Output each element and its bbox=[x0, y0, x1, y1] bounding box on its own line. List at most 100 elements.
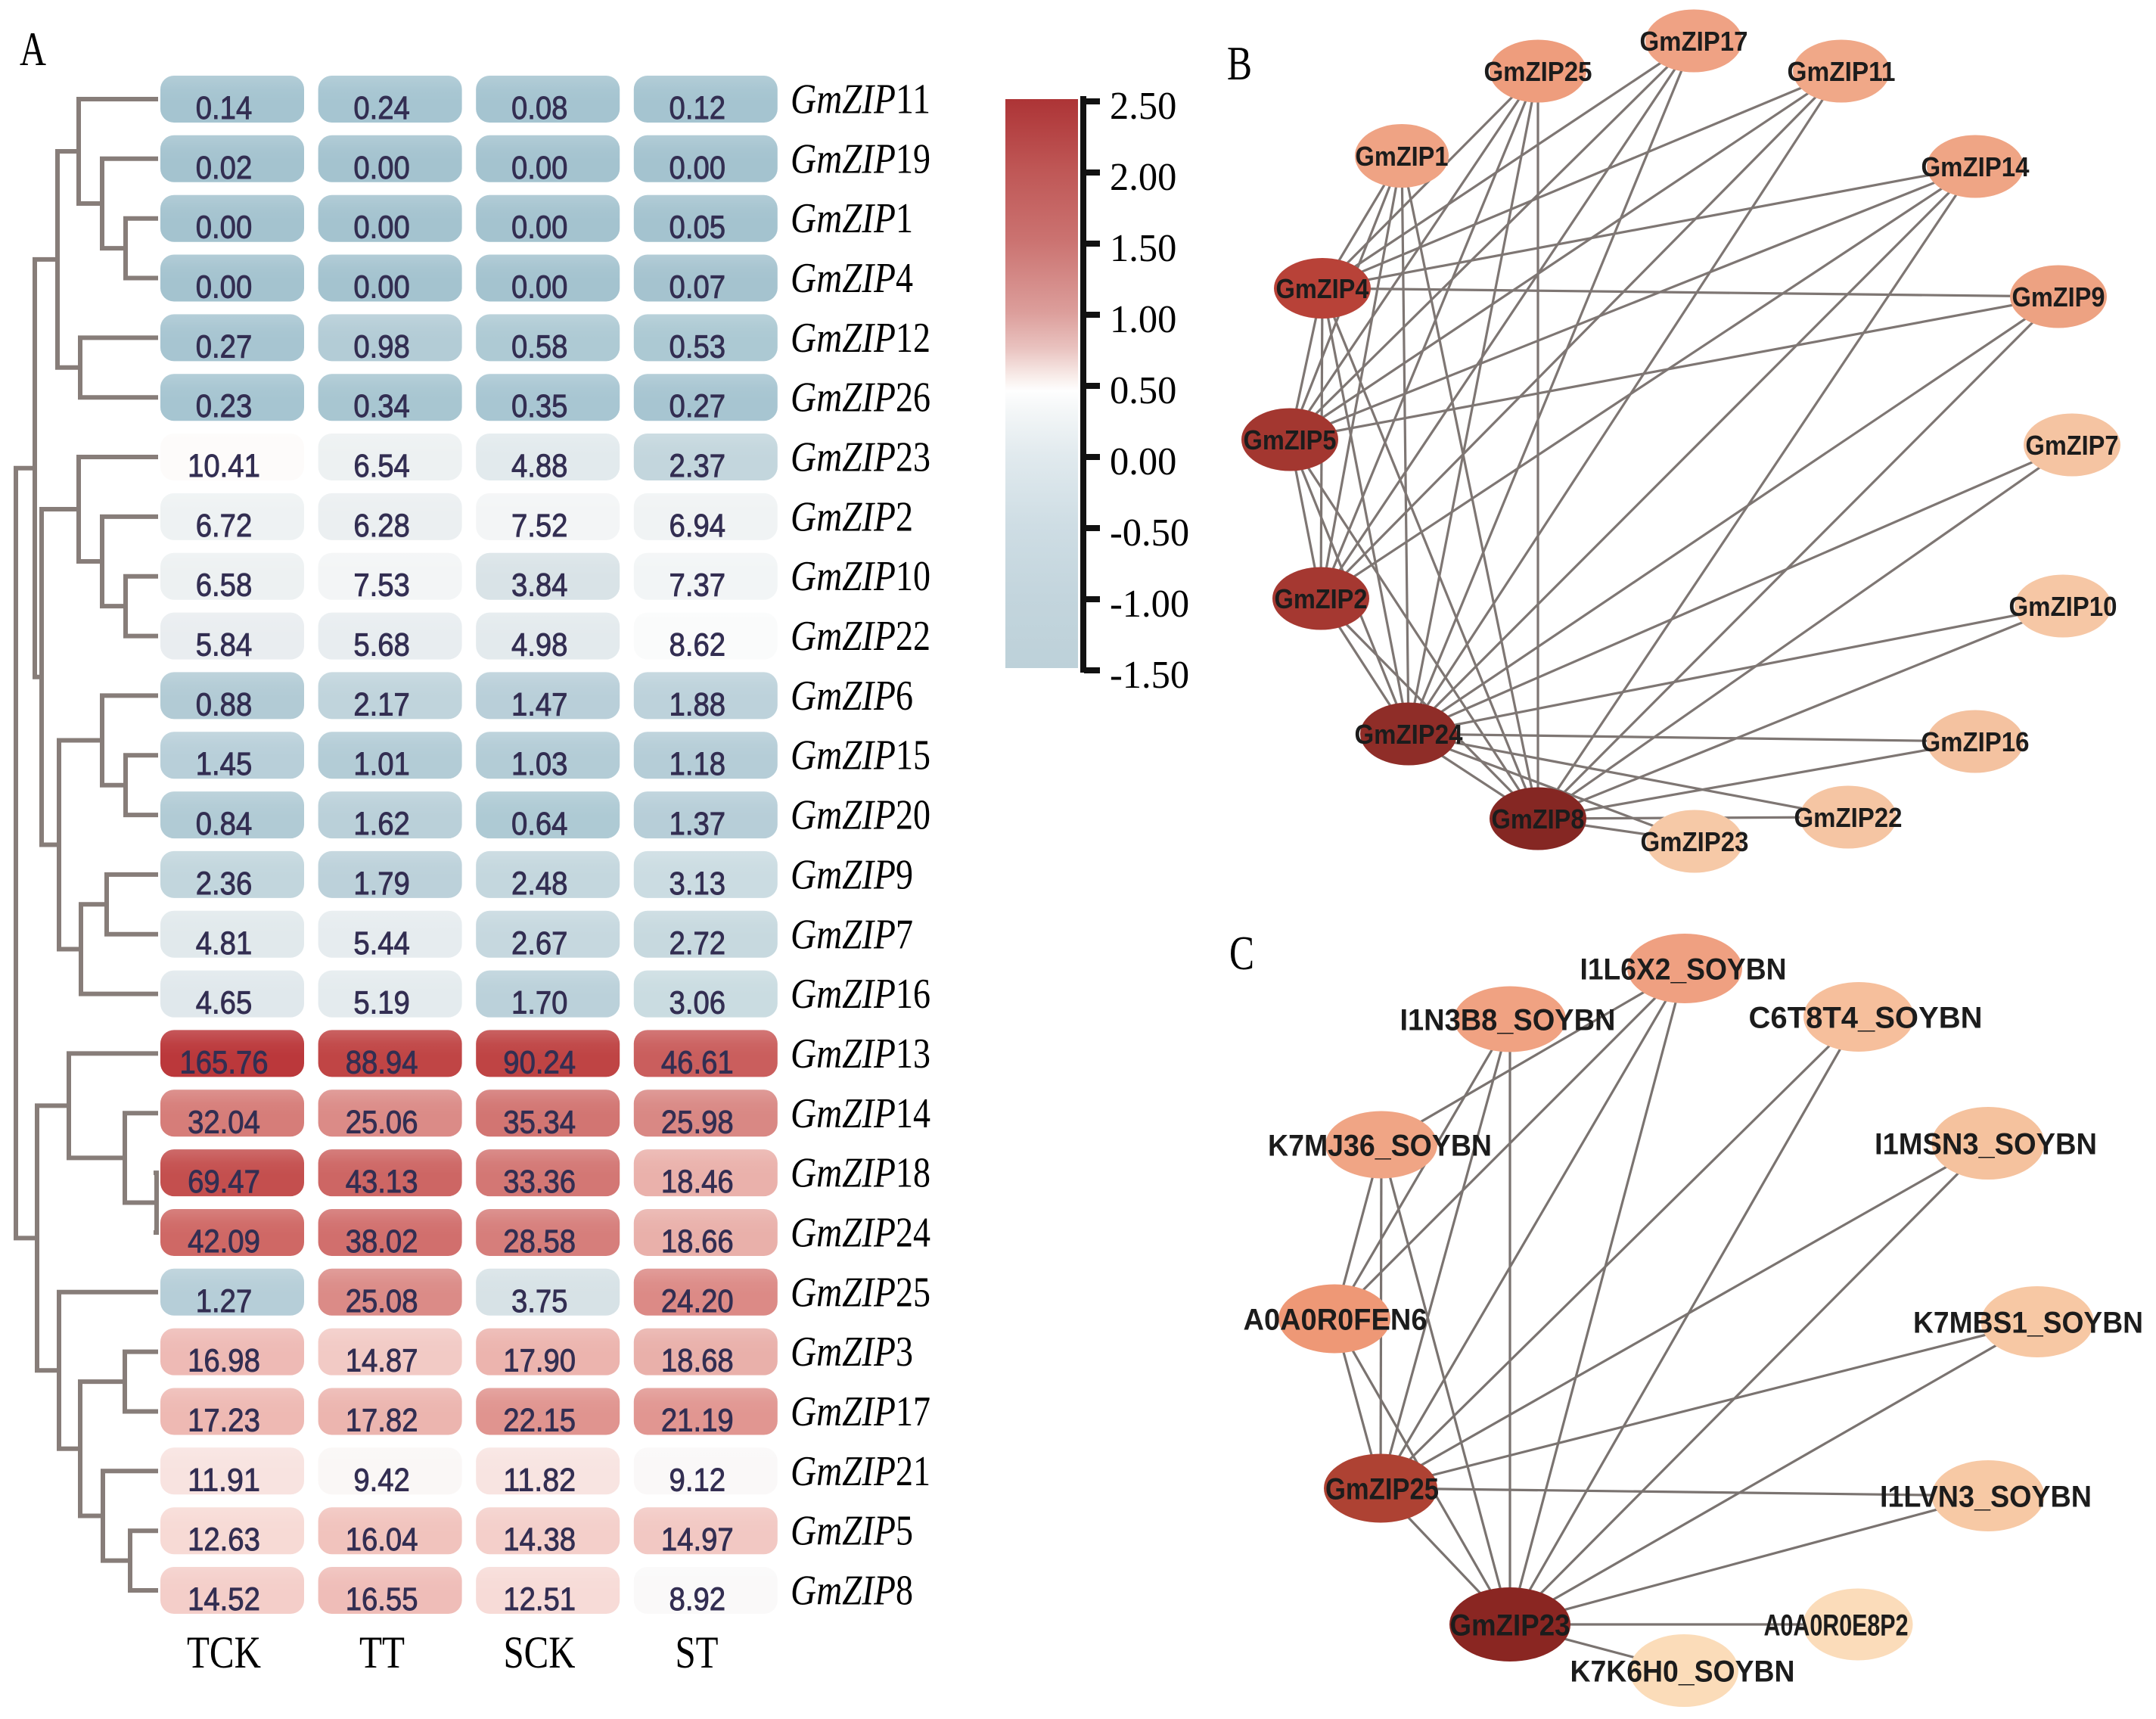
svg-text:25.06: 25.06 bbox=[346, 1104, 418, 1140]
svg-text:6.28: 6.28 bbox=[353, 508, 410, 544]
svg-text:K7MBS1_SOYBN: K7MBS1_SOYBN bbox=[1913, 1306, 2143, 1339]
svg-text:0.12: 0.12 bbox=[669, 90, 726, 126]
svg-text:14.52: 14.52 bbox=[188, 1581, 260, 1618]
svg-text:43.13: 43.13 bbox=[346, 1164, 418, 1200]
svg-text:GmZIP22: GmZIP22 bbox=[791, 613, 930, 660]
svg-text:1.47: 1.47 bbox=[511, 686, 568, 723]
svg-text:14.38: 14.38 bbox=[503, 1522, 576, 1558]
svg-text:-1.00: -1.00 bbox=[1110, 583, 1189, 626]
svg-text:0.53: 0.53 bbox=[669, 328, 726, 365]
svg-text:GmZIP24: GmZIP24 bbox=[1355, 719, 1463, 750]
svg-text:17.82: 17.82 bbox=[346, 1403, 418, 1439]
svg-text:2.48: 2.48 bbox=[511, 866, 568, 902]
svg-text:3.13: 3.13 bbox=[669, 866, 726, 902]
svg-text:1.70: 1.70 bbox=[511, 985, 568, 1021]
svg-text:GmZIP8: GmZIP8 bbox=[791, 1568, 913, 1615]
svg-text:10.41: 10.41 bbox=[188, 448, 260, 484]
svg-text:28.58: 28.58 bbox=[503, 1223, 576, 1260]
svg-text:32.04: 32.04 bbox=[188, 1104, 260, 1140]
svg-text:0.98: 0.98 bbox=[353, 328, 410, 365]
svg-text:18.68: 18.68 bbox=[661, 1343, 734, 1379]
svg-text:90.24: 90.24 bbox=[503, 1044, 576, 1080]
svg-text:11.82: 11.82 bbox=[503, 1462, 576, 1498]
svg-text:GmZIP18: GmZIP18 bbox=[791, 1150, 930, 1197]
svg-text:-0.50: -0.50 bbox=[1110, 511, 1189, 555]
svg-text:GmZIP1: GmZIP1 bbox=[791, 195, 913, 242]
svg-text:2.00: 2.00 bbox=[1110, 156, 1176, 199]
svg-text:14.87: 14.87 bbox=[346, 1343, 418, 1379]
svg-text:0.08: 0.08 bbox=[511, 90, 568, 126]
svg-text:K7MJ36_SOYBN: K7MJ36_SOYBN bbox=[1268, 1129, 1492, 1162]
svg-text:17.23: 17.23 bbox=[188, 1403, 260, 1439]
svg-text:ST: ST bbox=[676, 1627, 719, 1677]
svg-text:0.64: 0.64 bbox=[511, 806, 568, 842]
svg-text:33.36: 33.36 bbox=[503, 1164, 576, 1200]
svg-text:69.47: 69.47 bbox=[188, 1164, 260, 1200]
svg-text:0.88: 0.88 bbox=[196, 686, 253, 723]
svg-text:11.91: 11.91 bbox=[188, 1462, 260, 1498]
svg-text:1.27: 1.27 bbox=[196, 1283, 253, 1320]
svg-text:35.34: 35.34 bbox=[503, 1104, 576, 1140]
svg-text:6.58: 6.58 bbox=[196, 567, 253, 604]
svg-text:2.37: 2.37 bbox=[669, 448, 726, 484]
svg-text:6.72: 6.72 bbox=[196, 508, 253, 544]
svg-text:GmZIP11: GmZIP11 bbox=[791, 76, 930, 123]
svg-text:GmZIP6: GmZIP6 bbox=[791, 673, 913, 720]
svg-text:1.79: 1.79 bbox=[353, 866, 410, 902]
svg-text:GmZIP24: GmZIP24 bbox=[791, 1210, 930, 1257]
svg-text:GmZIP14: GmZIP14 bbox=[791, 1090, 930, 1137]
svg-text:GmZIP16: GmZIP16 bbox=[1921, 726, 2030, 757]
svg-text:5.44: 5.44 bbox=[353, 925, 410, 962]
svg-text:GmZIP15: GmZIP15 bbox=[791, 732, 930, 779]
svg-text:2.67: 2.67 bbox=[511, 925, 568, 962]
svg-text:16.98: 16.98 bbox=[188, 1343, 260, 1379]
svg-text:0.02: 0.02 bbox=[196, 150, 253, 186]
svg-text:-1.50: -1.50 bbox=[1110, 654, 1189, 697]
svg-text:GmZIP20: GmZIP20 bbox=[791, 792, 930, 839]
svg-text:GmZIP26: GmZIP26 bbox=[791, 375, 930, 421]
svg-text:0.00: 0.00 bbox=[196, 269, 253, 306]
svg-text:GmZIP10: GmZIP10 bbox=[2009, 591, 2117, 622]
svg-text:GmZIP2: GmZIP2 bbox=[1275, 583, 1368, 614]
svg-text:1.45: 1.45 bbox=[196, 746, 253, 782]
svg-text:A: A bbox=[20, 22, 46, 76]
svg-text:I1LVN3_SOYBN: I1LVN3_SOYBN bbox=[1880, 1480, 2092, 1513]
svg-text:4.81: 4.81 bbox=[196, 925, 253, 962]
svg-text:8.92: 8.92 bbox=[669, 1581, 726, 1618]
svg-text:GmZIP25: GmZIP25 bbox=[791, 1269, 930, 1316]
svg-text:9.42: 9.42 bbox=[353, 1462, 410, 1498]
svg-text:GmZIP8: GmZIP8 bbox=[1492, 804, 1585, 835]
svg-text:1.00: 1.00 bbox=[1110, 298, 1176, 341]
svg-text:GmZIP17: GmZIP17 bbox=[791, 1388, 930, 1435]
svg-text:0.24: 0.24 bbox=[353, 90, 410, 126]
svg-text:42.09: 42.09 bbox=[188, 1223, 260, 1260]
svg-text:8.62: 8.62 bbox=[669, 627, 726, 664]
svg-text:GmZIP14: GmZIP14 bbox=[1921, 151, 2030, 182]
svg-text:0.14: 0.14 bbox=[196, 90, 253, 126]
svg-text:B: B bbox=[1227, 36, 1252, 90]
svg-text:0.50: 0.50 bbox=[1110, 369, 1176, 412]
svg-text:1.03: 1.03 bbox=[511, 746, 568, 782]
svg-text:GmZIP23: GmZIP23 bbox=[1641, 826, 1749, 857]
svg-text:0.35: 0.35 bbox=[511, 388, 568, 424]
svg-text:TCK: TCK bbox=[187, 1627, 261, 1677]
svg-text:2.50: 2.50 bbox=[1110, 85, 1176, 128]
svg-text:2.72: 2.72 bbox=[669, 925, 726, 962]
svg-text:0.00: 0.00 bbox=[511, 210, 568, 246]
svg-text:1.88: 1.88 bbox=[669, 686, 726, 723]
svg-text:A0A0R0E8P2: A0A0R0E8P2 bbox=[1764, 1609, 1909, 1642]
svg-text:1.50: 1.50 bbox=[1110, 227, 1176, 270]
svg-text:GmZIP4: GmZIP4 bbox=[1276, 273, 1369, 304]
svg-text:GmZIP1: GmZIP1 bbox=[1356, 141, 1449, 172]
svg-text:3.06: 3.06 bbox=[669, 985, 726, 1021]
svg-text:TT: TT bbox=[359, 1627, 405, 1677]
svg-text:12.63: 12.63 bbox=[188, 1522, 260, 1558]
svg-text:GmZIP7: GmZIP7 bbox=[2026, 430, 2119, 461]
svg-text:1.62: 1.62 bbox=[353, 806, 410, 842]
svg-text:GmZIP4: GmZIP4 bbox=[791, 255, 913, 302]
svg-text:0.27: 0.27 bbox=[669, 388, 726, 424]
svg-text:GmZIP5: GmZIP5 bbox=[1244, 424, 1337, 455]
svg-text:0.00: 0.00 bbox=[196, 210, 253, 246]
svg-text:0.05: 0.05 bbox=[669, 210, 726, 246]
svg-text:4.65: 4.65 bbox=[196, 985, 253, 1021]
